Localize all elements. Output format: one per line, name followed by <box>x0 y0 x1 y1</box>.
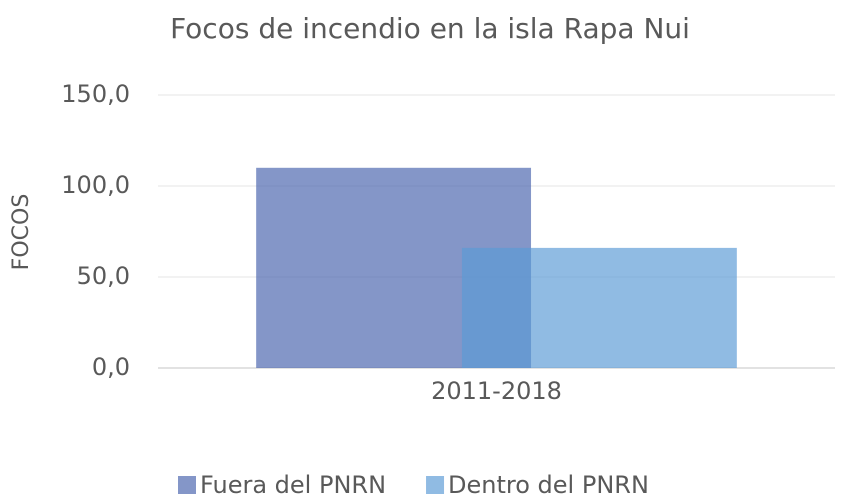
legend-swatch <box>178 476 196 494</box>
legend-label: Fuera del PNRN <box>200 471 386 498</box>
y-tick-label: 150,0 <box>61 80 130 108</box>
y-axis-label: FOCOS <box>9 194 34 271</box>
y-tick-label: 0,0 <box>92 353 130 381</box>
bar <box>461 247 737 368</box>
chart-title: Focos de incendio en la isla Rapa Nui <box>170 12 690 45</box>
legend-swatch <box>426 476 445 494</box>
y-tick-label: 100,0 <box>61 171 130 199</box>
y-tick-label: 50,0 <box>77 262 130 290</box>
legend-label: Dentro del PNRN <box>448 471 649 498</box>
x-tick-label: 2011-2018 <box>431 377 562 405</box>
